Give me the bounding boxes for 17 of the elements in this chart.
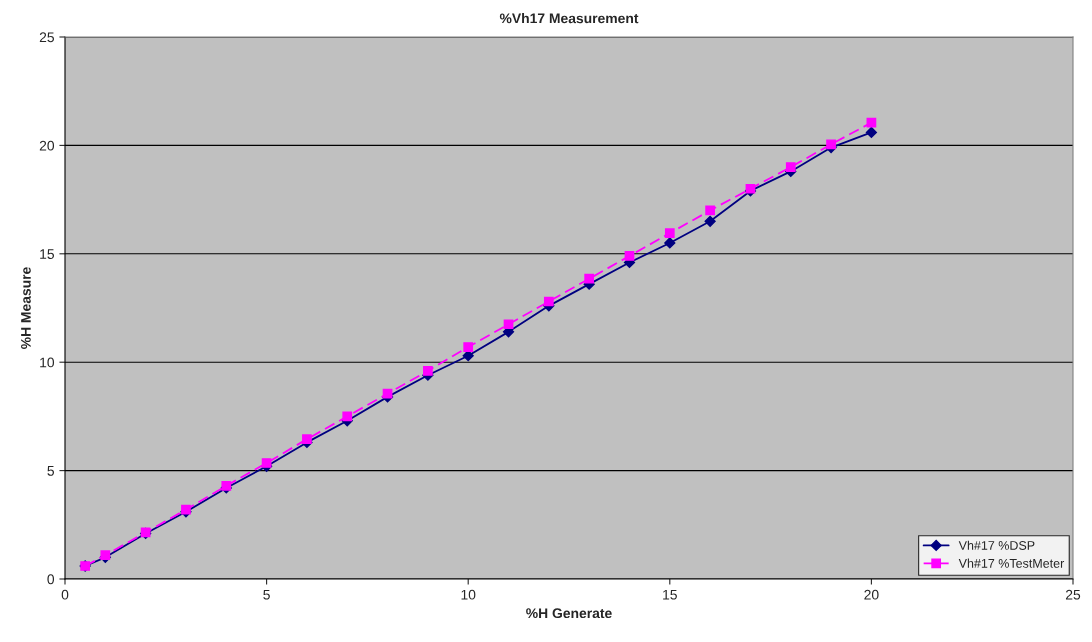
legend-label: Vh#17 %DSP: [958, 540, 1035, 550]
y-tick-label: 20: [39, 140, 55, 151]
x-tick-label: 0: [61, 589, 69, 600]
y-tick-label: 25: [39, 32, 54, 43]
x-tick-label: 10: [461, 589, 476, 600]
x-tick-label: 20: [864, 589, 879, 600]
y-tick-label: 10: [40, 357, 55, 368]
y-tick-label: 15: [40, 249, 54, 259]
y-axis-title: %H Measure: [21, 267, 31, 349]
x-tick-label: 15: [663, 589, 677, 600]
chart-title: %Vh17 Measurement: [499, 13, 639, 24]
legend-label: Vh#17 %TestMeter: [958, 558, 1065, 568]
y-tick-label: 0: [47, 574, 55, 585]
x-tick-label: 25: [1065, 589, 1081, 600]
x-tick-label: 5: [263, 589, 270, 600]
x-axis-title: %H Generate: [526, 608, 612, 619]
y-tick-label: 5: [47, 466, 54, 476]
